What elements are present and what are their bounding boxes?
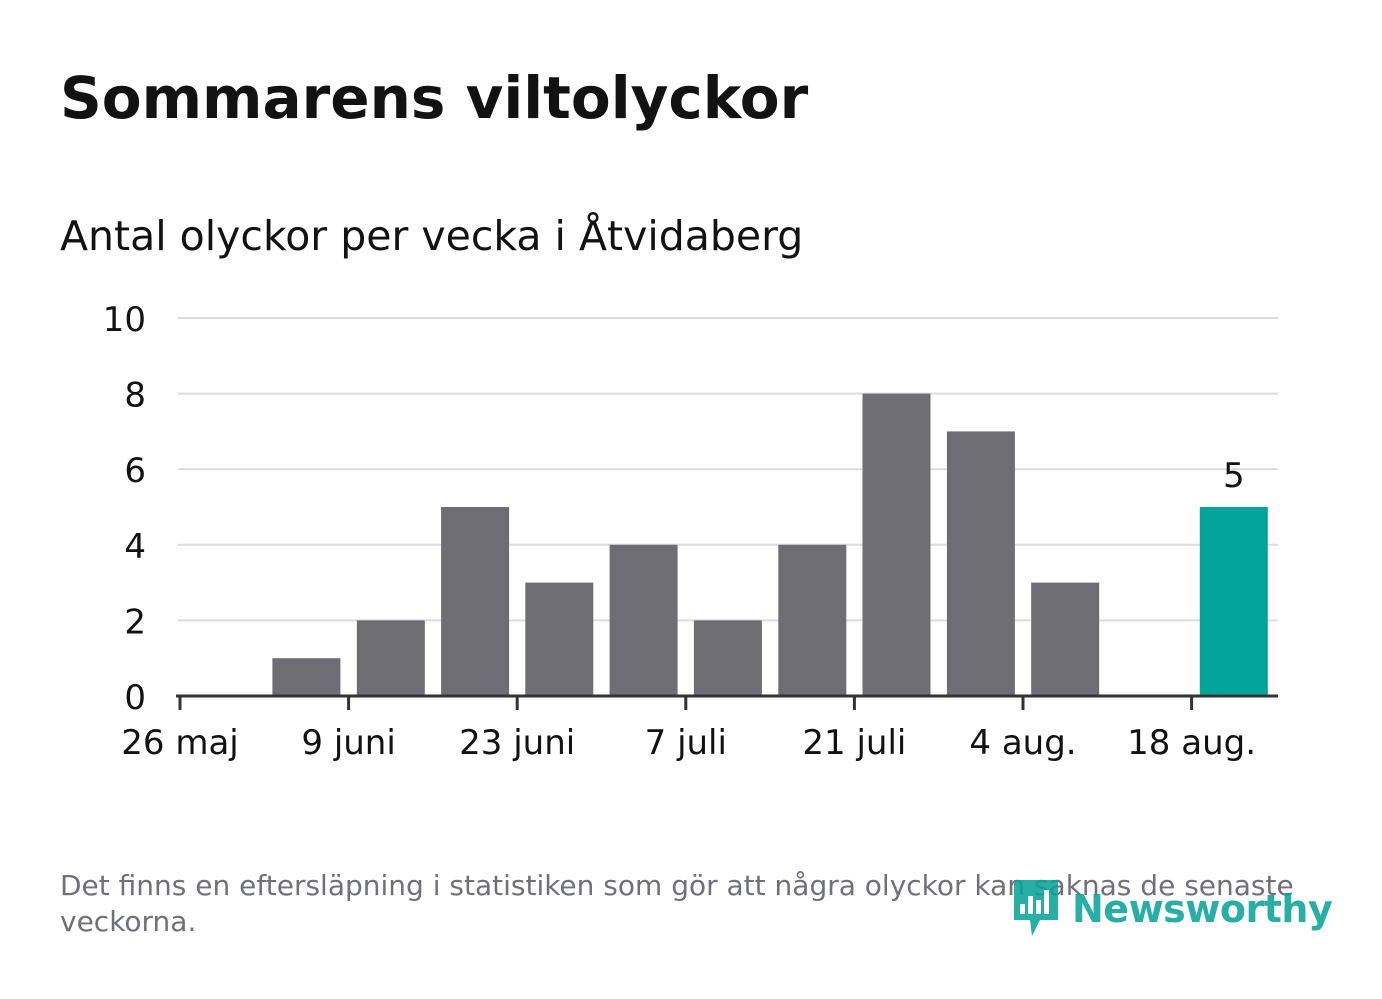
bars bbox=[272, 393, 1268, 696]
bar-chart-speech-bubble-icon bbox=[1010, 874, 1062, 944]
bar bbox=[272, 658, 341, 696]
bar bbox=[693, 620, 762, 696]
bar bbox=[609, 544, 678, 696]
labels: 0 2 4 6 8 10 5 26 maj 9 juni 23 juni 7 juli 21 juli… bbox=[103, 300, 1256, 763]
y-tick-label: 8 bbox=[124, 376, 146, 416]
bar bbox=[1031, 582, 1100, 696]
bar bbox=[525, 582, 594, 696]
gridlines bbox=[178, 317, 1278, 622]
bar bbox=[862, 393, 931, 696]
y-tick-label: 6 bbox=[124, 451, 146, 491]
highlight-value-label: 5 bbox=[1223, 456, 1245, 496]
bar bbox=[441, 507, 510, 696]
bar bbox=[946, 431, 1015, 696]
bar bbox=[778, 544, 847, 696]
x-tick-label: 23 juni bbox=[459, 723, 575, 763]
x-tick-label: 9 juni bbox=[301, 723, 395, 763]
x-axis bbox=[176, 694, 1278, 710]
y-tick-label: 10 bbox=[103, 300, 146, 340]
x-tick-label: 7 juli bbox=[645, 723, 727, 763]
y-tick-label: 0 bbox=[124, 678, 146, 718]
newsworthy-logo[interactable]: Newsworthy bbox=[1010, 874, 1333, 944]
footnote: Det finns en eftersläpning i statistiken… bbox=[60, 869, 1294, 938]
chart-subtitle: Antal olyckor per vecka i Åtvidaberg bbox=[60, 212, 804, 260]
y-tick-label: 4 bbox=[124, 527, 146, 567]
x-tick-label: 21 juli bbox=[802, 723, 906, 763]
brand-name: Newsworthy bbox=[1072, 887, 1333, 931]
bar-chart: 0 2 4 6 8 10 5 26 maj 9 juni 23 juni 7 juli 21 juli… bbox=[103, 300, 1278, 763]
x-tick-label: 4 aug. bbox=[969, 723, 1076, 763]
bar bbox=[356, 620, 425, 696]
x-tick-label: 18 aug. bbox=[1127, 723, 1256, 763]
y-tick-label: 2 bbox=[124, 602, 146, 642]
highlight-bar bbox=[1199, 507, 1268, 696]
chart-title: Sommarens viltolyckor bbox=[60, 64, 809, 132]
x-tick-label: 26 maj bbox=[121, 723, 238, 763]
